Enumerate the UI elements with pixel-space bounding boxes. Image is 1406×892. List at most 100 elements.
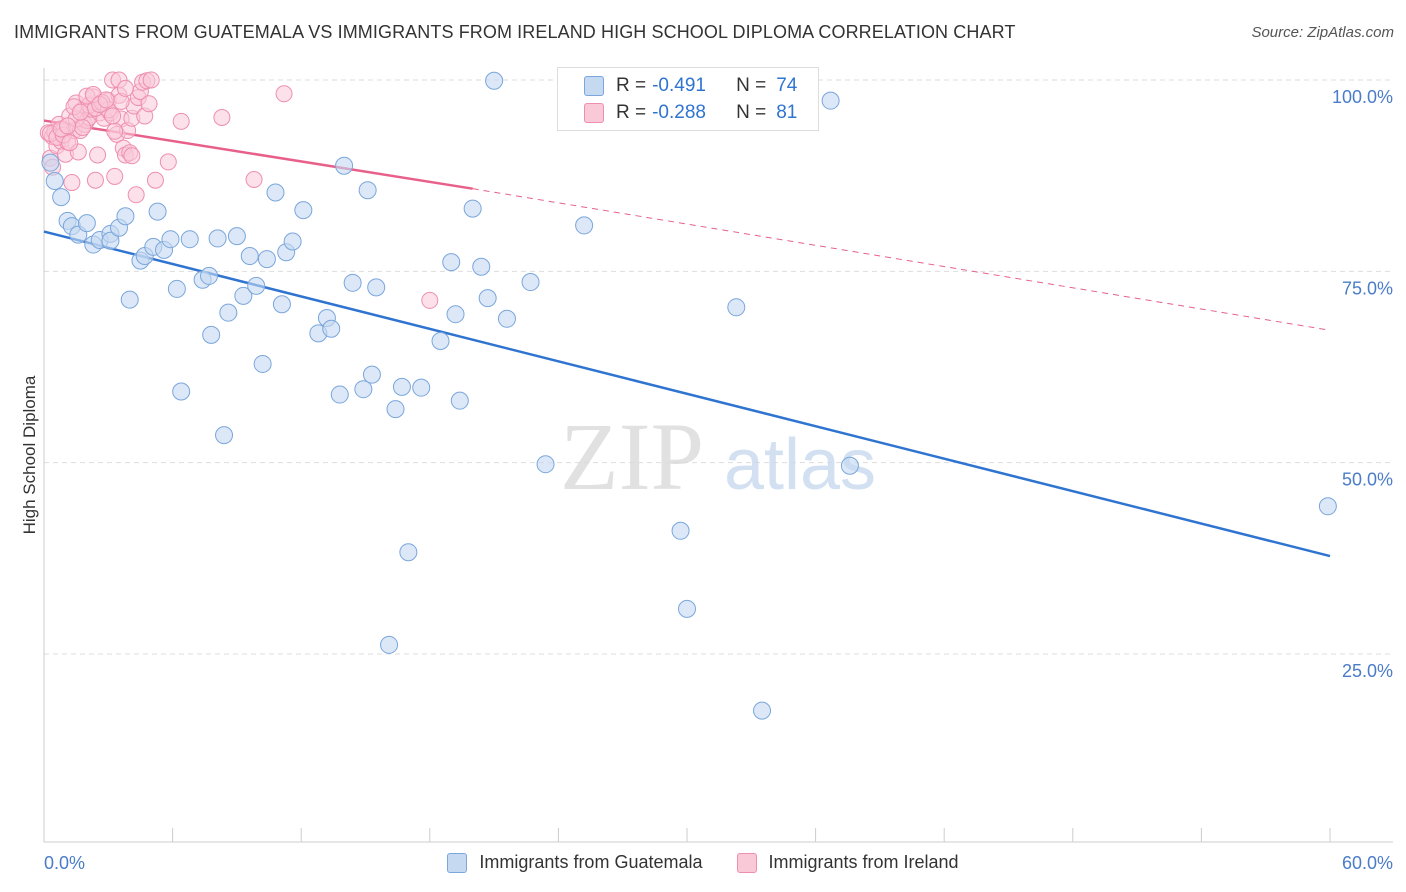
data-point-guatemala (678, 599, 696, 618)
data-point-guatemala (358, 181, 377, 200)
data-point-ireland (123, 147, 141, 165)
data-point-ireland (59, 117, 77, 135)
ireland-swatch (736, 852, 757, 873)
stats-row-guatemala: R = -0.491 N = 74 (584, 73, 797, 99)
data-point-guatemala (392, 377, 411, 396)
data-point-guatemala (266, 183, 285, 202)
data-point-ireland (74, 118, 92, 136)
x-tick-label: 60.0% (1342, 853, 1393, 873)
data-point-ireland (106, 122, 124, 140)
data-point-guatemala (354, 380, 373, 399)
data-point-guatemala (450, 391, 469, 410)
x-tick-labels: 0.0% 60.0% (44, 853, 1393, 873)
r-label: R = (616, 75, 647, 96)
n-value: 81 (776, 102, 798, 123)
data-point-guatemala (77, 214, 96, 233)
data-point-guatemala (294, 201, 313, 220)
r-value: -0.288 (652, 102, 706, 123)
axes (43, 68, 1393, 843)
data-point-guatemala (380, 635, 399, 654)
data-point-guatemala (247, 276, 266, 295)
data-point-guatemala (343, 273, 362, 292)
legend-item-ireland[interactable]: Immigrants from Ireland (736, 852, 959, 873)
data-point-guatemala (52, 188, 71, 207)
data-point-guatemala (215, 426, 234, 445)
data-point-guatemala (202, 325, 221, 344)
data-point-ireland (89, 146, 107, 164)
data-point-ireland (140, 95, 158, 113)
y-tick-label: 75.0% (1342, 278, 1393, 298)
data-point-guatemala (172, 382, 191, 401)
data-point-ireland (172, 112, 190, 130)
stats-row-ireland: R = -0.288 N = 81 (584, 100, 797, 126)
data-point-guatemala (1318, 497, 1337, 516)
guatemala-swatch (584, 76, 604, 96)
n-value: 74 (776, 75, 798, 96)
data-point-guatemala (253, 354, 272, 373)
data-point-guatemala (257, 250, 276, 269)
data-point-guatemala (101, 231, 120, 250)
data-point-guatemala (386, 400, 405, 419)
data-point-guatemala (240, 247, 259, 266)
data-point-guatemala (219, 303, 238, 322)
data-point-guatemala (283, 232, 302, 251)
data-point-guatemala (521, 273, 540, 292)
data-point-ireland (421, 291, 439, 309)
n-label: N = (736, 75, 767, 96)
source-label: Source: ZipAtlas.com (1251, 24, 1394, 41)
data-point-ireland (61, 134, 79, 152)
data-point-ireland (71, 103, 89, 121)
data-point-guatemala (41, 153, 60, 172)
data-point-guatemala (120, 290, 139, 309)
data-point-guatemala (463, 199, 482, 218)
data-point-ireland (146, 171, 164, 189)
data-point-guatemala (478, 289, 497, 308)
data-point-guatemala (431, 331, 450, 350)
x-tick-label: 0.0% (44, 853, 85, 873)
data-point-guatemala (412, 378, 431, 397)
data-point-guatemala (116, 207, 135, 226)
chart-title: IMMIGRANTS FROM GUATEMALA VS IMMIGRANTS … (14, 22, 1016, 42)
y-tick-label: 100.0% (1332, 87, 1393, 107)
grid-lines (44, 79, 1393, 655)
legend-label-guatemala: Immigrants from Guatemala (479, 852, 703, 872)
data-point-guatemala (446, 305, 465, 324)
points-guatemala (41, 71, 1337, 720)
r-label: R = (616, 102, 647, 123)
data-point-guatemala (272, 295, 291, 314)
data-point-guatemala (227, 227, 246, 246)
data-point-ireland (63, 174, 81, 192)
data-point-guatemala (367, 278, 386, 297)
data-point-guatemala (234, 286, 253, 305)
data-point-guatemala (200, 266, 219, 285)
y-axis-label: High School Diploma (20, 375, 39, 534)
data-point-guatemala (821, 91, 840, 110)
stats-legend-box: R = -0.491 N = 74 R = -0.288 N = 81 (557, 67, 819, 131)
data-point-guatemala (472, 257, 491, 276)
data-point-guatemala (536, 455, 555, 474)
data-point-guatemala (180, 230, 199, 249)
legend-item-guatemala[interactable]: Immigrants from Guatemala (447, 852, 703, 873)
r-value: -0.491 (652, 75, 706, 96)
data-point-ireland (213, 109, 231, 127)
data-point-guatemala (442, 253, 461, 272)
data-point-guatemala (485, 71, 504, 90)
data-point-guatemala (335, 156, 354, 175)
data-point-guatemala (208, 229, 227, 248)
y-tick-label: 50.0% (1342, 470, 1393, 490)
data-point-ireland (159, 153, 177, 171)
trend-line-ireland-extension (472, 188, 1331, 331)
data-point-guatemala (753, 701, 772, 720)
data-point-guatemala (161, 230, 180, 249)
data-point-guatemala (399, 543, 418, 562)
watermark-zip: ZIP (560, 403, 704, 510)
data-point-guatemala (671, 521, 690, 540)
data-point-ireland (142, 71, 160, 89)
data-point-ireland (245, 170, 263, 188)
data-point-ireland (104, 107, 122, 125)
legend-label-ireland: Immigrants from Ireland (768, 852, 959, 872)
y-tick-label: 25.0% (1342, 661, 1393, 681)
watermark: ZIP atlas (560, 403, 876, 510)
data-point-guatemala (727, 298, 746, 317)
